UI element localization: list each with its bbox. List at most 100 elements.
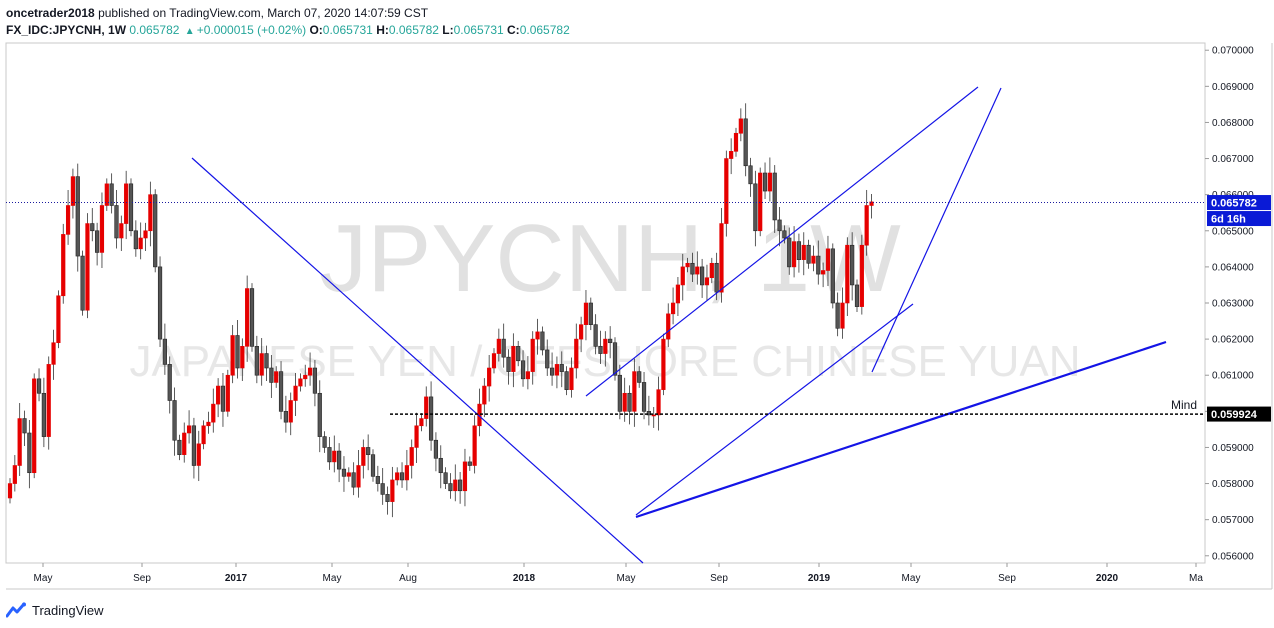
candle-body xyxy=(27,432,32,474)
candle-body xyxy=(564,371,569,390)
support-trendline[interactable] xyxy=(635,340,1167,519)
candle xyxy=(283,395,288,433)
candle xyxy=(95,222,100,266)
price-tick-label: 0.068000 xyxy=(1212,118,1254,129)
candle xyxy=(535,318,540,355)
candle xyxy=(579,316,584,353)
publisher-username[interactable]: oncetrader2018 xyxy=(6,6,95,20)
tradingview-logo-icon[interactable] xyxy=(6,602,28,618)
time-axis[interactable]: May Sep 2017 May Aug 2018 May Sep 2019 May Sep 2020… xyxy=(34,563,1204,584)
candle-body xyxy=(777,219,782,232)
candle-body xyxy=(743,118,748,167)
candle-body xyxy=(424,396,429,419)
candle xyxy=(733,127,739,157)
candle xyxy=(119,215,124,251)
footer-brand[interactable]: TradingView xyxy=(32,602,104,618)
candle-body xyxy=(680,266,685,286)
candle xyxy=(796,233,802,273)
candle-body xyxy=(569,367,574,390)
candle-body xyxy=(51,342,56,365)
candle xyxy=(27,420,32,489)
price-axis[interactable]: 0.0700000.0690000.0680000.0670000.066000… xyxy=(1205,46,1271,563)
candle xyxy=(738,108,743,142)
candle xyxy=(443,467,448,489)
candle xyxy=(370,449,376,482)
time-tick-label: Ma xyxy=(1189,573,1203,584)
chart-header: oncetrader2018 published on TradingView.… xyxy=(6,5,570,40)
current-price-label-text: 0.065782 xyxy=(1211,198,1257,210)
candle xyxy=(869,193,874,219)
candle-body xyxy=(453,479,458,492)
candle-body xyxy=(283,411,288,423)
candle-body xyxy=(293,385,298,401)
candle xyxy=(186,410,192,444)
candle xyxy=(332,435,337,473)
channel-upper-line[interactable] xyxy=(585,86,979,397)
candle-body xyxy=(80,255,85,311)
candle xyxy=(177,434,182,461)
candle-body xyxy=(791,241,797,268)
candle xyxy=(472,415,477,474)
candles xyxy=(7,103,874,518)
trendlines[interactable] xyxy=(191,86,1167,564)
candle-body xyxy=(719,223,724,293)
candle-body xyxy=(220,385,226,412)
steep-trendline[interactable] xyxy=(871,87,1002,373)
candle-body xyxy=(85,223,90,311)
candle-body xyxy=(245,288,250,347)
candle xyxy=(753,170,758,247)
high-value: 0.065782 xyxy=(388,23,439,37)
candle-body xyxy=(225,374,230,412)
candle-body xyxy=(491,353,497,369)
candle xyxy=(637,366,642,388)
descending-trendline[interactable] xyxy=(191,157,644,564)
channel-lower-line[interactable] xyxy=(635,303,914,516)
candle xyxy=(719,208,724,303)
candle xyxy=(7,478,13,504)
candle xyxy=(409,439,414,479)
candle xyxy=(777,206,782,247)
candle-body xyxy=(574,338,579,369)
candle xyxy=(695,251,700,285)
candle xyxy=(114,189,119,249)
candle xyxy=(230,325,235,384)
candle-body xyxy=(666,313,671,340)
current-price-label-bg xyxy=(1207,195,1271,211)
time-tick-label: May xyxy=(617,573,636,584)
candle xyxy=(462,448,468,507)
candle xyxy=(341,456,347,492)
candle xyxy=(12,455,17,492)
symbol-name[interactable]: FX_IDC:JPYCNH, xyxy=(6,23,105,37)
candle xyxy=(453,464,458,502)
candle xyxy=(109,173,114,214)
candle xyxy=(99,192,105,268)
candle-body xyxy=(138,237,143,250)
candle-body xyxy=(583,302,589,325)
candle-body xyxy=(99,205,105,253)
interval-label[interactable]: 1W xyxy=(108,23,127,37)
candle xyxy=(791,226,797,278)
candle xyxy=(346,467,351,482)
candle xyxy=(138,222,143,260)
open-value: 0.065731 xyxy=(322,23,373,37)
candle xyxy=(511,333,516,388)
candle-body xyxy=(90,223,95,232)
candle-body xyxy=(738,118,743,134)
candle xyxy=(395,467,400,486)
candle xyxy=(496,328,501,362)
candle-body xyxy=(143,230,148,239)
candle-body xyxy=(36,378,42,394)
chart-canvas[interactable]: JPYCNH, 1W JAPANESE YEN / OFFSHORE CHINE… xyxy=(0,0,1274,600)
candle xyxy=(743,103,748,177)
candle-body xyxy=(695,266,700,275)
candle-body xyxy=(109,183,114,206)
candle xyxy=(51,329,56,380)
price-tick-label: 0.058000 xyxy=(1212,479,1254,490)
countdown-label: 6d 16h xyxy=(1207,211,1271,227)
candle xyxy=(632,358,637,427)
candle-body xyxy=(216,385,221,405)
time-tick-label: May xyxy=(902,573,921,584)
candle xyxy=(85,213,90,319)
candle-body xyxy=(496,338,501,354)
candle-body xyxy=(656,389,661,416)
